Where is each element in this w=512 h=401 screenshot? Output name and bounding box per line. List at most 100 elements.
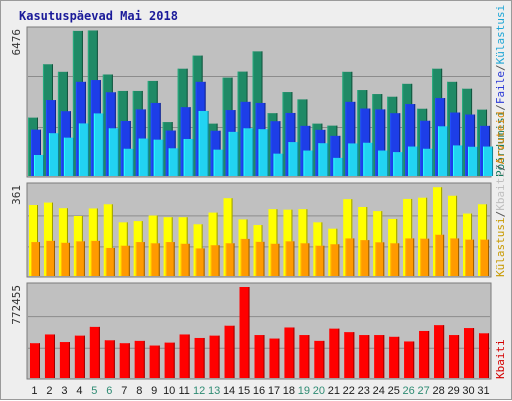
- bar-middle-arvuteid-10: [165, 242, 175, 276]
- x-tick-label-13: 13: [208, 385, 220, 397]
- bar-top-faile-12-highlight: [195, 81, 197, 176]
- x-tick-label-28: 28: [432, 385, 444, 397]
- bar-middle-arvuteid-14: [225, 243, 235, 276]
- panel-middle-legend: Külastusi/Kbaiti/Arvuteid: [494, 111, 507, 277]
- bar-top-faile-24: [375, 109, 386, 176]
- bar-middle-klastusi-14: [223, 198, 233, 276]
- bar-bottom-kbaiti-29: [449, 335, 460, 378]
- bar-top-faile-29-shade: [459, 112, 461, 176]
- bar-middle-klastusi-21-highlight: [328, 228, 330, 276]
- bar-top-prdumisi-9-highlight: [147, 80, 149, 176]
- bar-middle-klastusi-7-highlight: [118, 222, 120, 276]
- bar-top-faile-7-highlight: [120, 120, 122, 176]
- bar-middle-arvuteid-14-highlight: [225, 243, 227, 276]
- bar-top-faile-5-highlight: [90, 80, 92, 176]
- bar-middle-arvuteid-30-shade: [473, 239, 475, 276]
- bar-top-klastusi-29-shade: [462, 145, 464, 176]
- bar-top-faile-30: [465, 114, 476, 176]
- x-tick-label-2: 2: [46, 385, 52, 397]
- bar-middle-arvuteid-28: [435, 234, 445, 276]
- bar-middle-klastusi-17-shade: [276, 209, 278, 276]
- bar-middle-arvuteid-25: [390, 243, 400, 276]
- bar-top-klastusi-12: [198, 110, 209, 176]
- bar-bottom-kbaiti-21-shade: [338, 328, 340, 378]
- bar-middle-arvuteid-24: [375, 242, 385, 276]
- bar-top-prdumisi-1-highlight: [28, 117, 29, 176]
- x-tick-label-20: 20: [313, 385, 325, 397]
- bar-bottom-kbaiti-8: [134, 340, 145, 378]
- bar-middle-arvuteid-27: [420, 238, 430, 276]
- bar-top-klastusi-17-highlight: [273, 153, 275, 176]
- bar-bottom-kbaiti-24-highlight: [374, 335, 376, 378]
- bar-middle-arvuteid-24-highlight: [375, 242, 377, 276]
- bar-top-faile-24-shade: [384, 109, 386, 176]
- bar-top-klastusi-9-shade: [162, 139, 164, 176]
- bar-top-faile-6-highlight: [105, 92, 107, 176]
- bar-middle-klastusi-14-shade: [231, 198, 233, 276]
- bar-top-klastusi-21-shade: [342, 157, 344, 176]
- bar-top-klastusi-30-shade: [477, 146, 479, 176]
- bar-top-faile-23-shade: [369, 108, 371, 176]
- bar-bottom-kbaiti-29-highlight: [449, 335, 451, 378]
- bar-top-klastusi-13-shade: [222, 149, 224, 176]
- x-tick-label-31: 31: [477, 385, 489, 397]
- bar-top-klastusi-26-highlight: [408, 146, 410, 176]
- bar-middle-arvuteid-16-shade: [263, 241, 265, 276]
- bar-top-klastusi-10-shade: [177, 148, 179, 176]
- bar-middle-arvuteid-5-shade: [98, 240, 100, 276]
- bar-top-klastusi-2-highlight: [48, 133, 50, 176]
- bar-middle-arvuteid-12-shade: [203, 248, 205, 276]
- bar-bottom-kbaiti-24: [374, 335, 385, 378]
- bar-top-faile-21: [330, 135, 341, 176]
- bar-top-faile-17-highlight: [270, 121, 272, 176]
- bar-middle-klastusi-17: [268, 209, 278, 276]
- bar-middle-arvuteid-31-highlight: [480, 239, 482, 276]
- bar-middle-arvuteid-20: [315, 245, 325, 276]
- bar-top-klastusi-1-highlight: [34, 154, 35, 176]
- bar-top-faile-23: [360, 108, 371, 176]
- bar-middle-klastusi-2: [43, 202, 53, 276]
- legend-separator: /: [494, 211, 507, 218]
- x-tick-label-6: 6: [106, 385, 112, 397]
- bar-middle-arvuteid-7-shade: [128, 245, 130, 276]
- x-tick-label-17: 17: [268, 385, 280, 397]
- bar-top-klastusi-4-highlight: [78, 123, 80, 176]
- bar-top-prdumisi-20-highlight: [312, 123, 314, 176]
- bar-top-faile-22-shade: [354, 101, 356, 176]
- bar-middle-klastusi-1-shade: [37, 205, 38, 276]
- bar-middle-arvuteid-18: [285, 241, 295, 276]
- bar-top-klastusi-22-highlight: [348, 143, 350, 176]
- legend-separator: /: [494, 64, 507, 71]
- bar-bottom-kbaiti-4: [74, 335, 85, 378]
- bar-middle-arvuteid-5: [90, 240, 100, 276]
- bar-bottom-kbaiti-12-highlight: [194, 337, 196, 378]
- bar-top-klastusi-15-shade: [252, 128, 254, 176]
- bar-middle-klastusi-28-highlight: [433, 187, 435, 276]
- bar-middle-arvuteid-13-shade: [218, 245, 220, 276]
- bar-top-prdumisi-28-highlight: [432, 68, 434, 176]
- bar-top-klastusi-18-shade: [297, 142, 299, 176]
- x-tick-label-26: 26: [403, 385, 415, 397]
- bar-top-prdumisi-18-highlight: [282, 92, 284, 176]
- bar-top-klastusi-23-shade: [372, 142, 374, 176]
- bar-bottom-kbaiti-19-highlight: [299, 335, 301, 378]
- bar-middle-arvuteid-20-shade: [323, 245, 325, 276]
- bar-top-klastusi-6-shade: [117, 128, 119, 176]
- bar-bottom-kbaiti-27: [419, 330, 430, 378]
- bar-bottom-kbaiti-7: [119, 343, 130, 378]
- bar-middle-klastusi-6-shade: [111, 204, 113, 276]
- bar-middle-arvuteid-27-shade: [428, 238, 430, 276]
- bar-middle-arvuteid-16-highlight: [255, 241, 257, 276]
- bar-bottom-kbaiti-10-highlight: [164, 342, 166, 378]
- bar-middle-klastusi-19-highlight: [298, 209, 300, 276]
- bar-bottom-kbaiti-5-highlight: [89, 326, 91, 378]
- bar-top-klastusi-7-highlight: [123, 148, 125, 176]
- bar-middle-klastusi-6: [103, 204, 113, 276]
- bar-middle-arvuteid-4: [75, 241, 85, 276]
- panel-bottom-ymax-label: 772455: [10, 285, 23, 325]
- bar-top-klastusi-21-highlight: [333, 157, 335, 176]
- legend-entry: Külastusi: [494, 5, 507, 65]
- bar-top-faile-26-highlight: [405, 104, 407, 176]
- bar-bottom-kbaiti-4-highlight: [74, 335, 76, 378]
- bar-middle-arvuteid-26: [405, 238, 415, 276]
